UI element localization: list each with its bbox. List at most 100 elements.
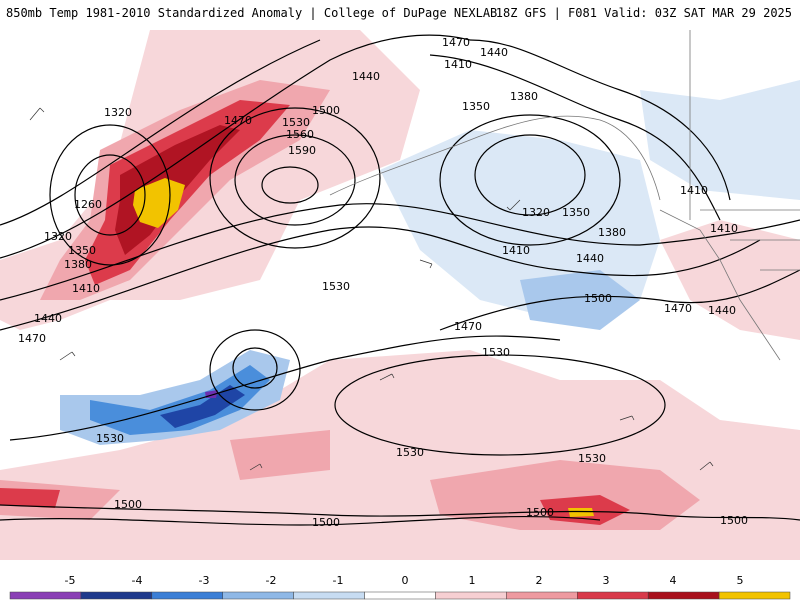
legend-tick-label: 4 — [669, 574, 677, 587]
contour-label: 1440 — [480, 46, 508, 59]
contour-label: 1260 — [74, 198, 102, 211]
wind-barb — [249, 463, 263, 471]
contour-label: 1320 — [522, 206, 550, 219]
contour-label: 1380 — [598, 226, 626, 239]
contour-label: 1380 — [510, 90, 538, 103]
contour-label: 1440 — [34, 312, 62, 325]
contour-label: 1350 — [562, 206, 590, 219]
contour-line — [429, 54, 721, 221]
contour-label: 1500 — [312, 104, 340, 117]
legend-tick-label: 1 — [468, 574, 476, 587]
wind-barb — [699, 461, 714, 471]
contour-label: 1410 — [680, 184, 708, 197]
contour-label: 1440 — [576, 252, 604, 265]
warm-anomaly-region — [230, 430, 330, 480]
contour-label: 1410 — [72, 282, 100, 295]
contour-label: 1530 — [96, 432, 124, 445]
contour-label: 1350 — [68, 244, 96, 257]
contour-label: 1440 — [708, 304, 736, 317]
cool-anomaly-region — [640, 80, 800, 200]
contour-line — [474, 134, 586, 216]
legend-color-bin — [577, 591, 649, 600]
wind-barbs — [29, 107, 714, 471]
contour-label: 1530 — [282, 116, 310, 129]
anomaly-legend: -5 -4 -3 -2 -1 0 1 2 3 4 5 — [0, 572, 800, 600]
contour-label: 1590 — [288, 144, 316, 157]
map-header: 850mb Temp 1981-2010 Standardized Anomal… — [0, 0, 800, 26]
contour-label: 1470 — [224, 114, 252, 127]
cool-anomaly-region — [160, 385, 245, 428]
contour-line — [9, 335, 561, 441]
contour-line — [469, 39, 731, 201]
warm-anomaly-region — [133, 178, 185, 228]
contour-line — [0, 34, 471, 259]
contour-label: 1470 — [442, 36, 470, 49]
legend-tick-label: 0 — [401, 574, 409, 587]
legend-tick-label: -1 — [332, 574, 344, 587]
contour-line — [0, 39, 321, 226]
contour-line — [232, 347, 278, 389]
contour-label: 1350 — [462, 100, 490, 113]
coastline — [700, 209, 800, 271]
contour-line — [0, 504, 800, 521]
contour-line — [439, 114, 621, 246]
legend-tick-label: -3 — [198, 574, 210, 587]
contour-label: 1530 — [482, 346, 510, 359]
legend-color-bin — [435, 591, 507, 600]
contour-line — [0, 226, 761, 331]
contour-line — [234, 134, 356, 226]
contour-label: 1500 — [114, 498, 142, 511]
contour-label: 1470 — [18, 332, 46, 345]
legend-color-bin — [222, 591, 294, 600]
legend-color-bin — [151, 591, 223, 600]
legend-tick-label: 3 — [602, 574, 610, 587]
legend-color-bin — [293, 591, 365, 600]
legend-tick-label: -4 — [131, 574, 143, 587]
legend-color-bin — [718, 591, 791, 600]
contour-label: 1500 — [312, 516, 340, 529]
wind-barb — [379, 373, 395, 381]
wind-barb — [29, 107, 45, 121]
wind-barb — [506, 199, 521, 211]
contour-label: 1560 — [286, 128, 314, 141]
warm-anomaly-region — [568, 508, 594, 517]
contour-line — [0, 203, 800, 301]
legend-colorbar — [9, 591, 791, 600]
legend-color-bin — [647, 591, 720, 600]
contour-label: 1500 — [720, 514, 748, 527]
contour-line — [0, 515, 601, 526]
legend-color-bin — [9, 591, 82, 600]
map-title: 850mb Temp 1981-2010 Standardized Anomal… — [6, 6, 498, 20]
contour-label: 1470 — [454, 320, 482, 333]
contour-label: 1410 — [502, 244, 530, 257]
coastline — [659, 209, 781, 361]
model-valid-time: 18Z GFS | F081 Valid: 03Z SAT MAR 29 202… — [495, 6, 792, 20]
legend-color-bin — [364, 591, 436, 600]
contour-label: 1410 — [444, 58, 472, 71]
cool-anomaly-region — [520, 270, 640, 330]
contour-line — [74, 154, 146, 236]
contour-label: 1410 — [710, 222, 738, 235]
contour-line — [209, 329, 301, 411]
contour-line — [49, 124, 171, 266]
contour-label: 1470 — [664, 302, 692, 315]
legend-tick-label: -2 — [265, 574, 277, 587]
coastlines — [329, 30, 800, 361]
legend-color-bin — [506, 591, 578, 600]
warm-anomaly-region — [0, 488, 60, 508]
wind-barb — [619, 415, 635, 421]
contour-label: 1380 — [64, 258, 92, 271]
legend-color-bin — [80, 591, 153, 600]
legend-tick-label: 5 — [736, 574, 744, 587]
contour-line — [334, 354, 666, 456]
contour-label: 1320 — [104, 106, 132, 119]
contour-line — [261, 166, 319, 204]
contour-line — [439, 269, 800, 331]
contour-label: 1530 — [322, 280, 350, 293]
contour-line — [209, 107, 381, 249]
contour-label: 1440 — [352, 70, 380, 83]
contour-labels: 1470 1440 1440 1410 1380 1350 1320 1260 … — [18, 36, 748, 529]
contour-label: 1530 — [396, 446, 424, 459]
contour-label: 1500 — [584, 292, 612, 305]
legend-tick-label: 2 — [535, 574, 543, 587]
